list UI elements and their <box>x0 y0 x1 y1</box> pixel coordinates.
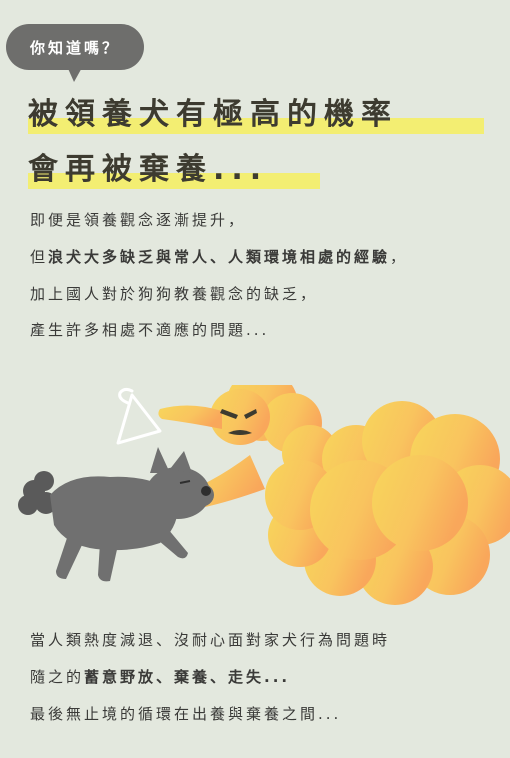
dog-face <box>179 480 211 496</box>
intro-line-2-emphasis: 浪犬大多缺乏與常人、人類環境相處的經驗 <box>48 248 391 266</box>
outro-line-2: 隨之的蓄意野放、棄養、走失... <box>30 668 290 686</box>
ghost-figure <box>154 385 510 605</box>
intro-line-2-suffix: ， <box>390 248 409 266</box>
dog-ghost-illustration <box>18 385 510 605</box>
intro-line-1: 即便是領養觀念逐漸提升， <box>30 211 247 229</box>
hanger-icon <box>116 387 162 445</box>
badge-tail <box>66 64 84 82</box>
headline-highlight-2 <box>28 173 320 189</box>
outro-line-2-prefix: 隨之的 <box>30 668 85 686</box>
headline-line-2: 會再被棄養... <box>28 152 269 187</box>
intro-line-3: 加上國人對於狗狗教養觀念的缺乏， <box>30 285 319 303</box>
intro-line-4: 產生許多相處不適應的問題... <box>30 321 270 339</box>
outro-line-1: 當人類熱度減退、沒耐心面對家犬行為問題時 <box>30 631 391 649</box>
headline-highlight-1 <box>28 118 484 134</box>
outro-line-3: 最後無止境的循環在出養與棄養之間... <box>30 705 342 723</box>
outro-line-2-emphasis: 蓄意野放、棄養、走失... <box>84 668 291 686</box>
ghost-face <box>220 409 257 435</box>
badge-label: 你知道嗎？ <box>29 38 120 57</box>
intro-line-2: 但浪犬大多缺乏與常人、人類環境相處的經驗， <box>30 248 408 266</box>
headline-line-1: 被領養犬有極高的機率 <box>28 97 398 132</box>
did-you-know-badge: 你知道嗎？ <box>6 24 144 70</box>
intro-line-2-prefix: 但 <box>30 248 49 266</box>
dog-figure <box>18 447 214 582</box>
